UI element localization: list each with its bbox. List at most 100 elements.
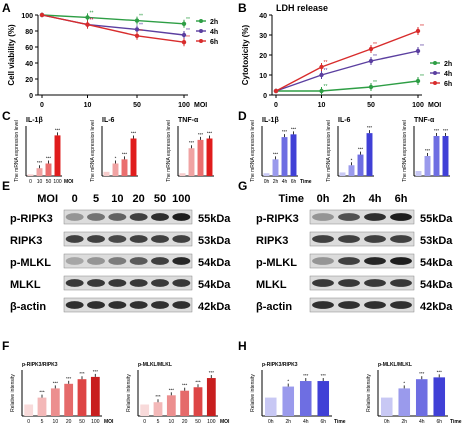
panel-A-x-tick-label: 100 [178,102,190,109]
panel-B-x-tick-label: 100 [412,102,424,109]
panel-C-tnfa-significance-mark: *** [198,132,204,137]
panel-E-blot-band [129,301,148,309]
panel-F-pmlkl-x-tick-label: 5 [157,419,160,425]
panel-H-pripk3-significance-mark: * [287,379,289,384]
panel-C-il1b-significance-mark: *** [46,156,52,161]
panel-D-il6-significance-mark: *** [367,125,373,130]
panel-A-y-tick-label: 0 [29,93,33,100]
panel-B-legend-label: 4h [444,71,452,78]
panel-F-pripk3-bar-20 [64,383,74,416]
panel-C-tnfa-y-axis-label: The mRNA expression level [166,120,172,182]
panel-H-pmlkl-x-tick-label: 4h [419,419,425,425]
panel-E-blot-band [129,257,148,265]
panel-G-blot-band [338,213,360,221]
panel-E-blot-mw-label: 53kDa [198,235,231,247]
panel-H-pripk3-bar-2h [282,386,295,416]
panel-E-blot-protein-label: RIPK3 [10,235,42,247]
panel-E-blot-band [172,257,191,265]
panel-F-pmlkl-bar-50 [193,387,203,416]
panel-G-blot-band [390,257,412,265]
panel-G-blot-protein-label: p-RIPK3 [256,213,299,225]
panel-C-il1b-x-tick-label: 50 [46,179,52,185]
panel-G-blot-mw-label: 54kDa [420,257,453,269]
panel-F-pmlkl-bar-10 [166,395,176,416]
panel-C-tnfa-title: TNF-α [178,117,199,124]
panel-D-il6-title: IL-6 [338,117,351,124]
panel-A-x-axis-label: MOI [194,102,207,109]
panel-E-blot-protein-label: p-RIPK3 [10,213,53,225]
panel-B-title: LDH release [276,3,328,13]
panel-A-significance-mark: ** [90,18,94,24]
panel-E-blot-band [87,257,105,265]
panel-A-legend-marker [199,29,203,33]
panel-A-legend-label: 6h [210,39,218,46]
panel-A-y-tick-label: 100 [21,13,33,20]
panel-D-il1b-title: IL-1β [262,117,279,124]
panel-D-tnfa-bar-4h [433,136,440,176]
panel-F-pripk3-y-axis-label: Relative intensity [10,374,16,412]
panel-H-pripk3-x-axis-label: Time [334,419,346,425]
panel-H-pmlkl-title: p-MLKL/MLKL [378,362,412,368]
panel-E-blot-mw-label: 42kDa [198,301,231,313]
panel-F-pmlkl-significance-mark: *** [195,379,201,384]
panel-C-tnfa-significance-mark: *** [189,140,195,145]
panel-B-significance-mark: ** [324,68,328,74]
panel-B-legend-marker [433,71,437,75]
panel-G-blot-protein-label: MLKL [256,279,287,291]
panel-G-blot-band [364,279,386,287]
panel-D-il1b-x-tick-label: 6h [291,179,297,185]
panel-F-pmlkl-x-tick-label: 10 [169,419,175,425]
panel-B-y-tick-label: 20 [259,53,267,60]
panel-C-il6-bar-100 [130,138,137,176]
panel-C-tnfa-bar-10 [188,148,195,176]
panel-D-tnfa-bar-2h [424,156,431,176]
panel-A-significance-mark: ** [186,35,190,41]
panel-C-il6-significance-mark: * [115,156,117,161]
panel-F-pmlkl-y-axis-label: Relative intensity [126,374,132,412]
panel-F-pripk3-bar-5 [37,397,47,416]
panel-G-blot-band [312,235,334,243]
panel-B-significance-mark: ** [373,54,377,60]
panel-E-blot-band [129,279,148,287]
panel-H-pmlkl-bar-0h [380,397,393,416]
panel-F-pripk3-bar-0 [24,404,34,416]
panel-G-blot-band [312,279,334,287]
panel-E-blot-mw-label: 54kDa [198,279,231,291]
panel-G-blot-mw-label: 53kDa [420,235,453,247]
panel-C-il6-bar-10 [112,163,119,176]
panel-A-series-line-4h [41,14,185,36]
panel-G-blot-band [312,301,334,309]
panel-E-blot-band [65,213,84,221]
panel-D-il6-bar-6h [366,133,373,176]
panel-G-blot-band [364,257,386,265]
panel-D-il1b-bar-0h [263,173,270,176]
panel-A-y-tick-label: 20 [25,77,33,84]
panel-F-pmlkl-x-axis-label: MOI [220,419,230,425]
panel-A-x-tick-label: 0 [40,102,44,109]
panel-F-pmlkl-significance-mark: *** [169,387,175,392]
panel-E-blot-band [151,279,169,287]
panel-E-blot-lane-label: 0 [72,193,78,205]
panel-H-pmlkl-significance-mark: *** [419,371,425,376]
panel-B-y-axis-label: Cytotoxicity (%) [241,24,250,85]
panel-D-tnfa-bar-6h [442,136,449,176]
panel-D-il6-bar-0h [339,172,346,176]
panel-G-blot-protein-label: p-MLKL [256,257,297,269]
panel-F-pripk3-bar-100 [90,376,100,416]
panel-E-blot-protein-label: β-actin [10,301,46,313]
panel-C-il1b-x-tick-label: 100 [53,179,62,185]
panel-F-pripk3-title: p-RIPK3/RIPK3 [22,362,58,368]
panel-E-blot-band [108,235,127,243]
panel-label-F: F [2,339,9,353]
panel-E-blot-protein-label: p-MLKL [10,257,51,269]
panel-F-pripk3-x-axis-label: MOI [104,419,114,425]
panel-E-blot-band [87,279,105,287]
panel-D-tnfa-significance-mark: *** [425,148,431,153]
panel-A-x-tick-label: 50 [133,102,141,109]
panel-H-pmlkl-significance-mark: * [403,380,405,385]
panel-A-y-tick-label: 40 [25,61,33,68]
panel-E-blot-band [108,279,127,287]
panel-G-blot-band [390,279,412,287]
panel-E-blot-band [108,301,127,309]
